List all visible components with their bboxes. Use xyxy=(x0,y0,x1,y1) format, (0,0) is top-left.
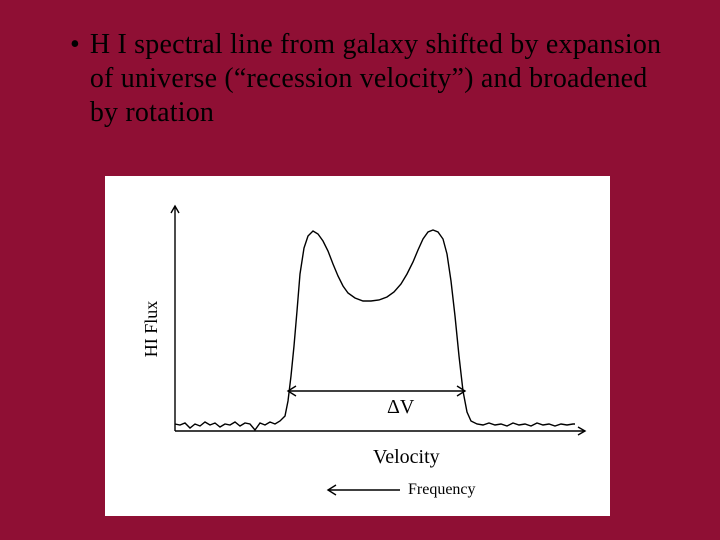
slide-root: • H I spectral line from galaxy shifted … xyxy=(0,0,720,540)
frequency-row: Frequency xyxy=(320,481,476,499)
chart-svg xyxy=(105,176,610,516)
spectral-curve xyxy=(175,230,575,430)
bullet-text-pre: H xyxy=(90,29,118,60)
bullet-text-post: spectral line from galaxy shifted by exp… xyxy=(90,29,661,128)
x-axis-label: Velocity xyxy=(373,446,440,469)
frequency-arrow-icon xyxy=(320,484,400,496)
bullet-item: • H I spectral line from galaxy shifted … xyxy=(0,0,720,130)
chart-axes xyxy=(171,206,585,435)
delta-v-label: ΔV xyxy=(387,396,414,419)
bullet-text: H I spectral line from galaxy shifted by… xyxy=(90,28,666,130)
spectral-line-figure: HI Flux ΔV Velocity Frequency xyxy=(105,176,610,516)
bullet-dot: • xyxy=(70,28,80,62)
frequency-label: Frequency xyxy=(408,481,476,499)
y-axis-label: HI Flux xyxy=(141,301,162,358)
bullet-text-I: I xyxy=(117,29,127,60)
delta-v-arrow xyxy=(288,386,465,396)
